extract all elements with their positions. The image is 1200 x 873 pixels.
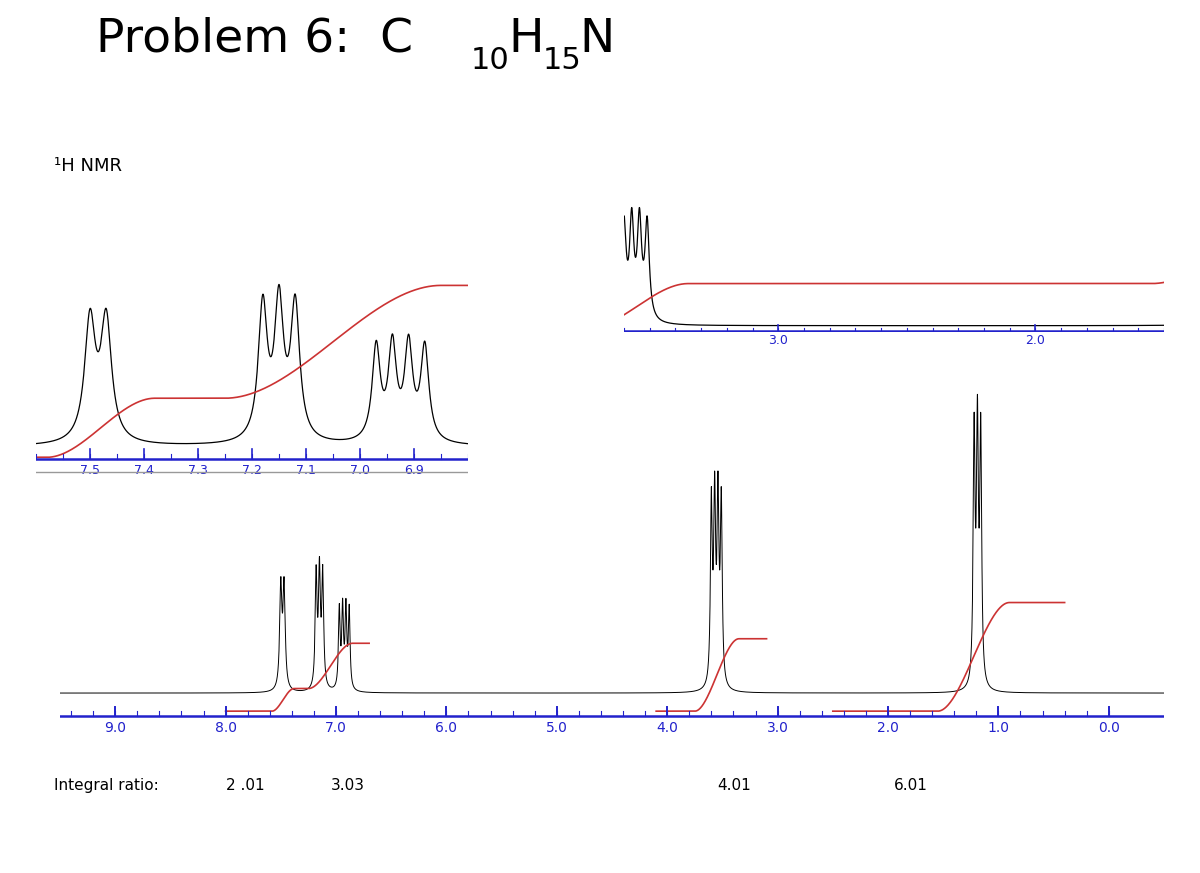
- Text: 7.2: 7.2: [242, 464, 262, 477]
- Text: 0.0: 0.0: [1098, 721, 1120, 735]
- Text: 15: 15: [542, 45, 581, 75]
- Text: 4.01: 4.01: [716, 778, 751, 794]
- Text: 7.4: 7.4: [134, 464, 154, 477]
- Text: Problem 6:  C: Problem 6: C: [96, 17, 413, 62]
- Text: H: H: [509, 17, 545, 62]
- Text: 3.0: 3.0: [767, 721, 788, 735]
- Text: N: N: [580, 17, 614, 62]
- Text: ¹H NMR: ¹H NMR: [54, 157, 122, 175]
- Text: 6.0: 6.0: [436, 721, 457, 735]
- Text: 2.0: 2.0: [1026, 333, 1045, 347]
- Text: 3.03: 3.03: [330, 778, 365, 794]
- Text: 5.0: 5.0: [546, 721, 568, 735]
- Text: 6.01: 6.01: [894, 778, 928, 794]
- Text: 7.5: 7.5: [80, 464, 100, 477]
- Text: 10: 10: [470, 45, 509, 75]
- Text: 7.0: 7.0: [350, 464, 370, 477]
- Text: 9.0: 9.0: [104, 721, 126, 735]
- Text: 1.0: 1.0: [988, 721, 1009, 735]
- Text: 3.0: 3.0: [768, 333, 788, 347]
- Text: 8.0: 8.0: [215, 721, 236, 735]
- Text: 7.3: 7.3: [188, 464, 208, 477]
- Text: 7.0: 7.0: [325, 721, 347, 735]
- Text: 6.9: 6.9: [404, 464, 424, 477]
- Text: 7.1: 7.1: [296, 464, 316, 477]
- Text: Integral ratio:: Integral ratio:: [54, 778, 158, 794]
- Text: 2 .01: 2 .01: [226, 778, 264, 794]
- Text: 4.0: 4.0: [656, 721, 678, 735]
- Text: 2.0: 2.0: [877, 721, 899, 735]
